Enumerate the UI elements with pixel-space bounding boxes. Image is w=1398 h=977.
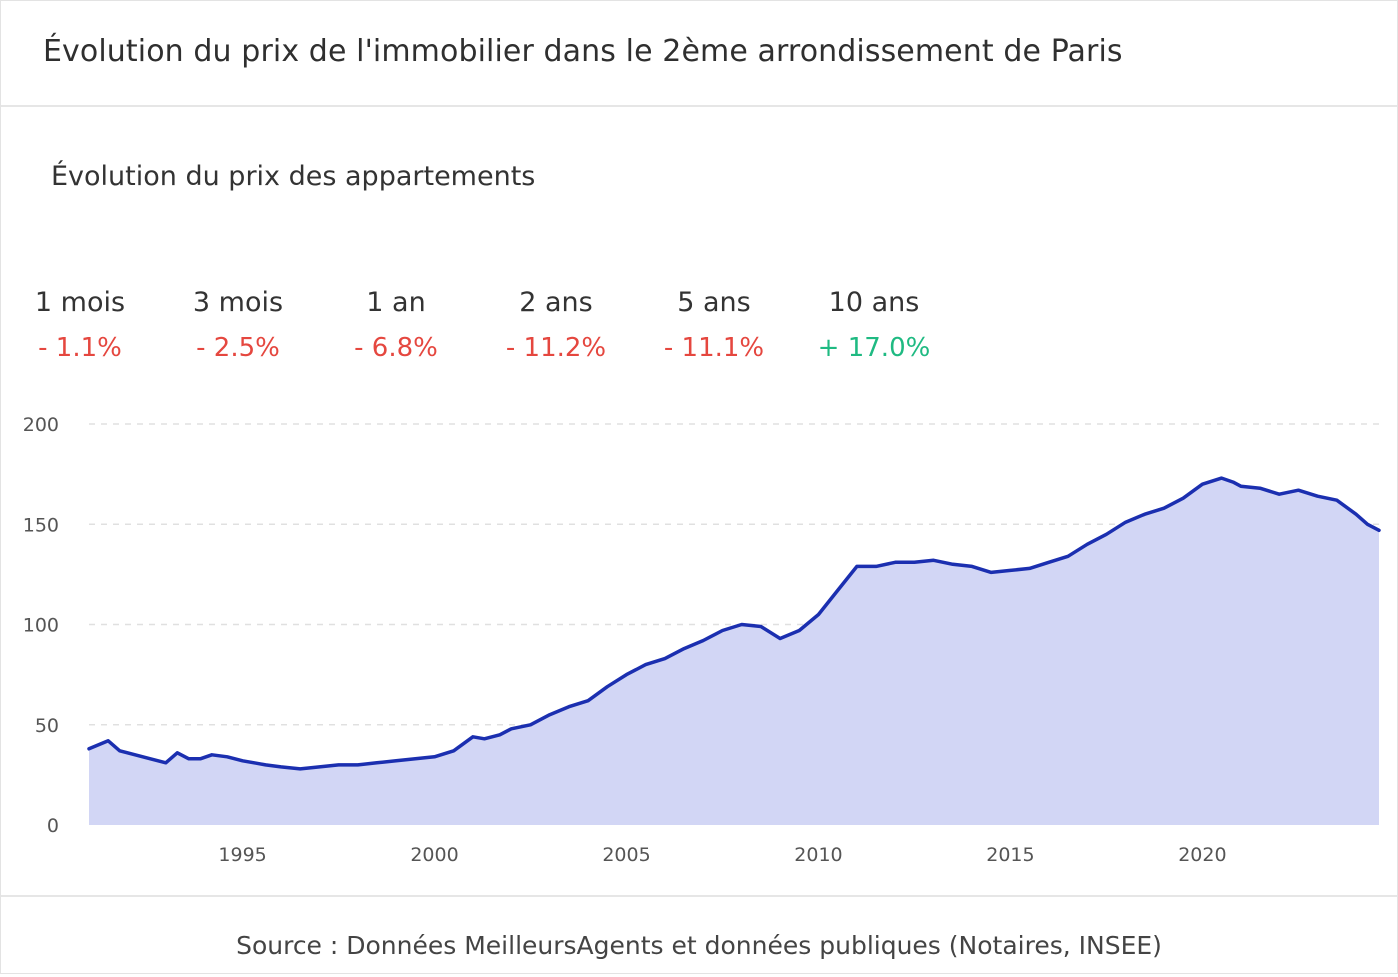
x-tick-label: 2005	[602, 844, 650, 866]
stat-10-ans: 10 ans + 17.0%	[799, 283, 949, 373]
series-area	[89, 478, 1379, 825]
y-tick-label: 100	[23, 615, 59, 637]
price-area-chart: 0 50 100 150 200 1995 2000 2005 2010 2015 2020	[23, 414, 1381, 866]
x-tick-label: 1995	[218, 844, 266, 866]
stat-label: 2 ans	[519, 287, 593, 318]
page-title: Évolution du prix de l'immobilier dans l…	[43, 34, 1123, 69]
stat-label: 1 mois	[34, 287, 126, 318]
source-note: Source : Données MeilleursAgents et donn…	[236, 931, 1162, 960]
x-tick-label: 2010	[794, 844, 842, 866]
y-tick-label: 150	[23, 514, 59, 536]
card-header: Évolution du prix de l'immobilier dans l…	[1, 1, 1397, 107]
stat-value: - 6.8%	[354, 333, 438, 363]
y-tick-label: 200	[23, 414, 59, 436]
stat-value: - 1.1%	[38, 333, 122, 363]
card-footer: Source : Données MeilleursAgents et donn…	[1, 895, 1397, 977]
y-tick-label: 0	[47, 815, 59, 837]
stat-value: - 11.2%	[505, 333, 607, 363]
stat-value: + 17.0%	[817, 333, 931, 363]
chart-subtitle: Évolution du prix des appartements	[51, 161, 536, 192]
stat-label: 5 ans	[677, 287, 751, 318]
stat-value: - 11.1%	[663, 333, 765, 363]
series-line	[87, 476, 1381, 771]
x-tick-label: 2020	[1178, 844, 1226, 866]
y-tick-label: 50	[35, 715, 59, 737]
stat-1-mois: 1 mois - 1.1%	[5, 283, 155, 373]
price-change-stats: 1 mois - 1.1% 3 mois - 2.5% 1 an - 6.8% …	[1, 283, 1001, 373]
stat-value: - 2.5%	[196, 333, 280, 363]
x-tick-label: 2015	[986, 844, 1034, 866]
stat-label: 10 ans	[828, 287, 920, 318]
x-tick-label: 2000	[410, 844, 458, 866]
stat-label: 3 mois	[192, 287, 284, 318]
stat-2-ans: 2 ans - 11.2%	[481, 283, 631, 373]
stat-1-an: 1 an - 6.8%	[321, 283, 471, 373]
stat-3-mois: 3 mois - 2.5%	[163, 283, 313, 373]
stat-5-ans: 5 ans - 11.1%	[639, 283, 789, 373]
stat-label: 1 an	[366, 287, 426, 318]
